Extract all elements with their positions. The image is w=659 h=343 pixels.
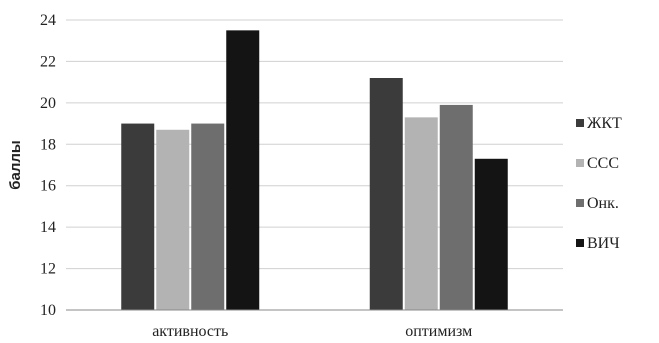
legend: ЖКТ ССС Онк. ВИЧ [576,115,622,252]
y-tick-label: 12 [40,261,56,278]
y-tick-label: 18 [40,136,56,153]
x-category-label: активность [152,323,228,340]
bar [191,123,225,310]
legend-swatch [576,159,584,167]
legend-swatch [576,119,584,127]
legend-label: Онк. [587,195,619,212]
bar [439,104,473,310]
category-labels: активность оптимизм [152,323,472,340]
y-tick-label: 24 [40,12,56,29]
legend-swatch [576,239,584,247]
x-category-label: оптимизм [405,323,472,340]
bars [121,30,508,310]
y-tick-label: 14 [40,219,56,236]
bar [474,158,508,310]
y-tick-label: 20 [40,95,56,112]
bar [369,78,403,310]
y-tick-labels: 10 12 14 16 18 20 22 24 [40,12,56,319]
legend-label: ВИЧ [587,235,620,252]
bar [156,129,190,310]
legend-label: ССС [587,155,619,172]
legend-swatch [576,199,584,207]
y-tick-label: 10 [40,302,56,319]
legend-label: ЖКТ [587,115,622,132]
y-axis-label: баллы [7,140,24,189]
y-tick-label: 16 [40,178,56,195]
bar [404,117,438,310]
bar [226,30,260,310]
bar [121,123,155,310]
y-tick-label: 22 [40,53,56,70]
